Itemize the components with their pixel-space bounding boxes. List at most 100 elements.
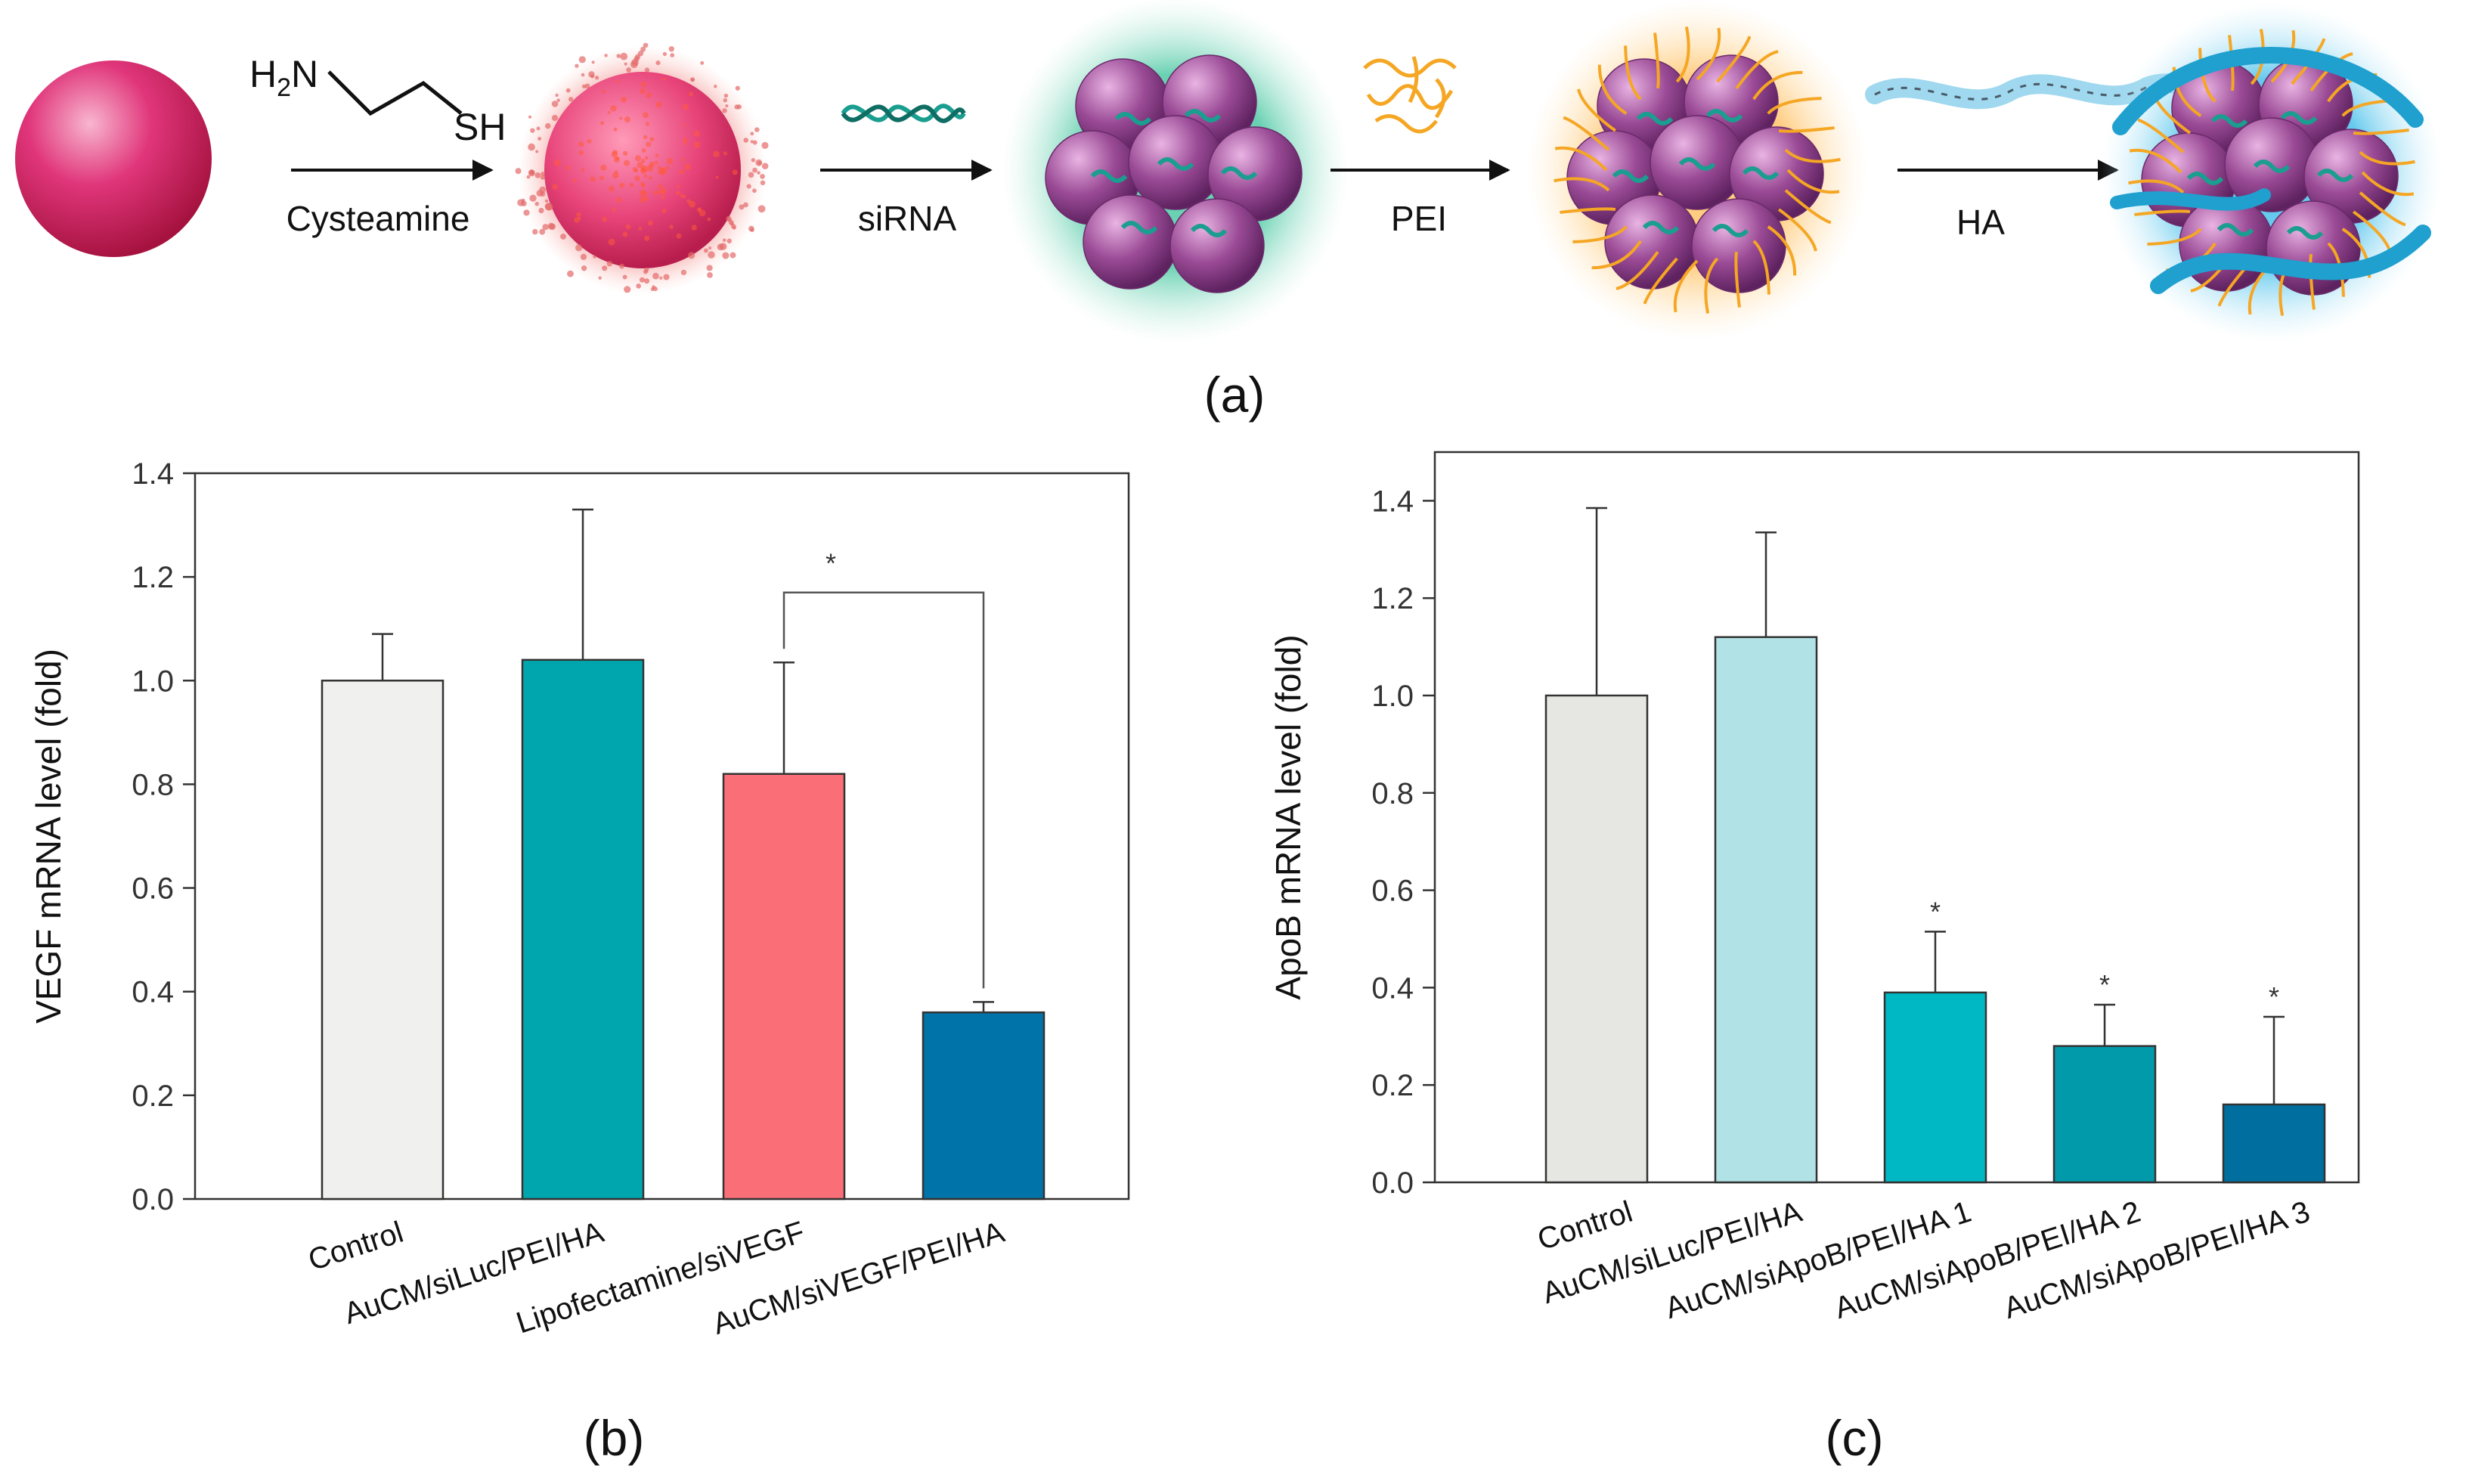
surface-dot	[675, 191, 680, 196]
surface-dot	[649, 137, 655, 142]
bar	[1714, 636, 1818, 1184]
cysteamine-dot	[581, 73, 585, 77]
surface-dot	[660, 171, 664, 176]
cysteamine-dot	[538, 207, 544, 214]
pei-strand	[1752, 70, 1803, 101]
surface-dot	[679, 169, 685, 175]
cysteamine-dot	[534, 172, 541, 178]
surface-dot	[661, 208, 667, 213]
surface-dot	[552, 184, 559, 191]
surface-dot	[665, 166, 670, 169]
bar	[521, 658, 645, 1201]
cysteamine-dot	[602, 265, 608, 271]
cysteamine-dot	[643, 42, 649, 48]
surface-dot	[576, 212, 581, 217]
cysteamine-dot	[750, 228, 754, 232]
cysteamine-dot	[760, 180, 766, 186]
pei-strand	[1786, 169, 1840, 194]
pei-strand	[2137, 118, 2185, 153]
surface-dot	[629, 182, 634, 187]
sirna-strand	[1712, 224, 1749, 237]
surface-dot	[680, 194, 683, 198]
pei-strand	[1675, 26, 1690, 83]
cysteamine-dot	[580, 253, 587, 260]
surface-dot	[640, 181, 646, 187]
surface-dot	[553, 160, 561, 166]
surface-dot	[669, 225, 674, 229]
pei-strand	[1767, 97, 1822, 115]
surface-dot	[634, 169, 639, 173]
pei-strand	[1696, 27, 1721, 81]
cysteamine-dot	[639, 277, 645, 283]
sirna-strand	[2210, 114, 2248, 128]
cysteamine-dot	[703, 248, 708, 253]
surface-dot	[707, 217, 711, 222]
cysteamine-dot	[680, 269, 687, 276]
cysteamine-dot	[746, 184, 751, 189]
bar	[321, 680, 445, 1201]
cysteamine-dot	[717, 243, 724, 251]
surface-dot	[683, 137, 688, 143]
y-tick-label: 0.0	[132, 1183, 174, 1216]
sirna-strand	[1120, 221, 1158, 234]
cysteamine-dot	[551, 114, 559, 122]
pei-polymer-icon	[1363, 56, 1457, 134]
sirna-strand	[1190, 224, 1228, 237]
cysteamine-dot	[757, 161, 762, 166]
significance-mark: *	[1930, 896, 1941, 927]
surface-dot	[608, 185, 615, 192]
cysteamine-dot	[620, 52, 628, 60]
cysteamine-dot	[565, 88, 571, 93]
bar	[722, 773, 846, 1201]
significance-mark: *	[826, 548, 836, 579]
cysteamine-dot	[706, 265, 713, 271]
x-tick-label: Control	[1534, 1195, 1637, 1257]
surface-dot	[641, 148, 646, 153]
surface-dot	[658, 184, 663, 189]
apob-chart: 0.0 0.2 0.4 0.6 0.8 1.0 1.2 1.4 ApoB mRNA level …	[1269, 451, 2360, 1325]
pei-strand	[1716, 36, 1752, 83]
sirna-strand	[1705, 109, 1743, 122]
surface-dot	[615, 170, 618, 174]
cysteamine-dot	[544, 199, 549, 203]
cysteamine-dot	[568, 97, 574, 102]
cysteamine-dot	[626, 67, 631, 73]
cysteamine-dot	[526, 175, 531, 179]
cysteamine-dot	[547, 222, 555, 230]
cysteamine-dot	[743, 202, 748, 208]
cysteamine-dot	[733, 226, 736, 230]
surface-dot	[638, 227, 643, 231]
cysteamine-dot	[591, 60, 595, 64]
cysteamine-dot	[688, 252, 695, 259]
surface-dot	[607, 110, 611, 115]
pei-strand	[2128, 179, 2185, 194]
surface-dot	[646, 92, 652, 98]
cysteamine-dot	[652, 272, 659, 280]
cysteamine-dot	[560, 234, 566, 240]
surface-dot	[600, 164, 607, 171]
pei-strand	[1597, 64, 1628, 115]
cysteamine-dot	[584, 83, 590, 89]
sirna-strand	[2253, 160, 2291, 173]
surface-dot	[677, 184, 680, 189]
pei-strand	[2198, 48, 2217, 103]
cysteamine-dot	[723, 93, 729, 98]
surface-dot	[624, 116, 631, 123]
surface-dot	[693, 141, 701, 148]
cysteamine-dot	[540, 175, 545, 180]
surface-dot	[616, 197, 622, 203]
cysteamine-dot	[624, 286, 631, 293]
surface-dot	[581, 167, 585, 172]
surface-dot	[623, 160, 630, 166]
cysteamine-dot	[700, 60, 705, 65]
bar	[1883, 991, 1987, 1184]
surface-dot	[578, 150, 584, 156]
surface-dot	[732, 169, 738, 175]
cysteamine-dot	[690, 77, 695, 82]
surface-dot	[681, 158, 686, 162]
bar	[2052, 1045, 2157, 1184]
y-tick-label: 0.0	[1371, 1166, 1414, 1200]
cysteamine-dot	[707, 272, 713, 278]
cysteamine-dot	[556, 98, 560, 102]
cysteamine-dot	[757, 171, 761, 175]
